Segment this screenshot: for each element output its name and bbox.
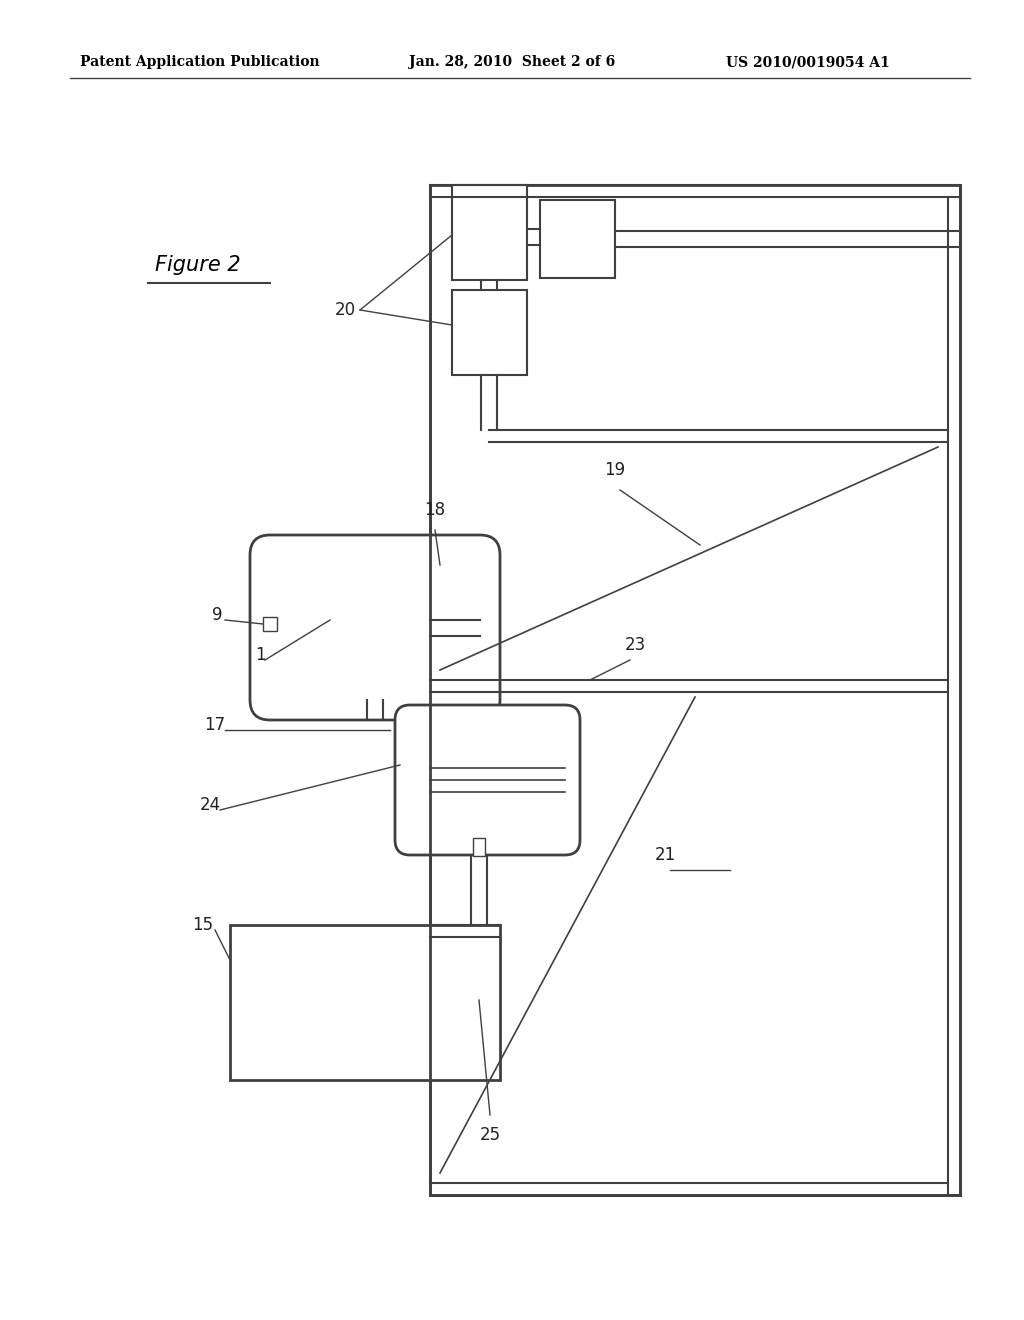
Bar: [473, 838, 485, 855]
Text: 1: 1: [255, 645, 265, 664]
FancyBboxPatch shape: [395, 705, 580, 855]
Bar: [540, 201, 615, 279]
Bar: [452, 185, 527, 280]
FancyBboxPatch shape: [250, 535, 500, 719]
Bar: [430, 185, 961, 1195]
Text: 9: 9: [212, 606, 222, 624]
Text: 15: 15: [193, 916, 214, 935]
Text: 18: 18: [424, 502, 445, 519]
Text: 24: 24: [200, 796, 220, 814]
Bar: [230, 925, 500, 1080]
Text: Jan. 28, 2010  Sheet 2 of 6: Jan. 28, 2010 Sheet 2 of 6: [409, 55, 615, 69]
Bar: [263, 616, 278, 631]
Text: 20: 20: [335, 301, 355, 319]
Text: US 2010/0019054 A1: US 2010/0019054 A1: [726, 55, 890, 69]
Text: Patent Application Publication: Patent Application Publication: [80, 55, 319, 69]
Text: 17: 17: [205, 715, 225, 734]
Text: 21: 21: [654, 846, 676, 865]
Text: 23: 23: [625, 636, 645, 653]
Bar: [452, 290, 527, 375]
Text: Figure 2: Figure 2: [155, 255, 241, 275]
Text: 19: 19: [604, 461, 626, 479]
Text: 25: 25: [479, 1126, 501, 1144]
